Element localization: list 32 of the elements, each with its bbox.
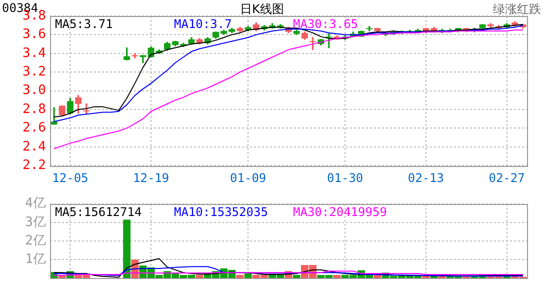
y-tick-label: 4亿: [25, 196, 46, 212]
annotation: 绿涨红跌: [493, 1, 541, 18]
text: MA5:15612714: [55, 204, 142, 219]
y-tick-label: 3.2: [22, 64, 46, 80]
text: MA5:3.71: [55, 17, 113, 32]
y-tick-label: 3.0: [22, 83, 46, 98]
y-tick-label: 2.6: [22, 120, 46, 136]
chart-title: 日K线图: [240, 1, 284, 18]
y-tick-label: 2.2: [22, 158, 46, 173]
text: MA10:15352035: [174, 204, 268, 219]
y-tick-label: 2.4: [22, 139, 46, 154]
x-tick-label: 02-27: [488, 170, 525, 185]
text: MA30:20419959: [293, 204, 387, 219]
x-tick-label: 01-09: [230, 170, 266, 185]
y-tick-label: 3.4: [22, 46, 46, 61]
y-tick-label: 2.8: [22, 102, 46, 117]
bar: [196, 275, 204, 278]
y-tick-label: 2亿: [25, 233, 46, 248]
bar: [244, 274, 252, 278]
x-tick-label: 12-05: [52, 170, 88, 185]
y-tick-label: 3亿: [25, 214, 46, 230]
bar: [292, 274, 300, 278]
series-label: MA30:3.65: [293, 17, 358, 32]
x-tick-label: 02-13: [408, 170, 444, 185]
candlestick: [50, 107, 58, 125]
y-tick-label: 1亿: [25, 252, 46, 267]
series-label: MA10:3.7: [174, 17, 232, 32]
y-tick-label: 3.6: [22, 27, 46, 42]
x-tick-label: 12-19: [132, 170, 170, 185]
bar: [123, 220, 131, 278]
x-tick-label: 01-30: [327, 170, 364, 185]
bar: [374, 274, 382, 278]
